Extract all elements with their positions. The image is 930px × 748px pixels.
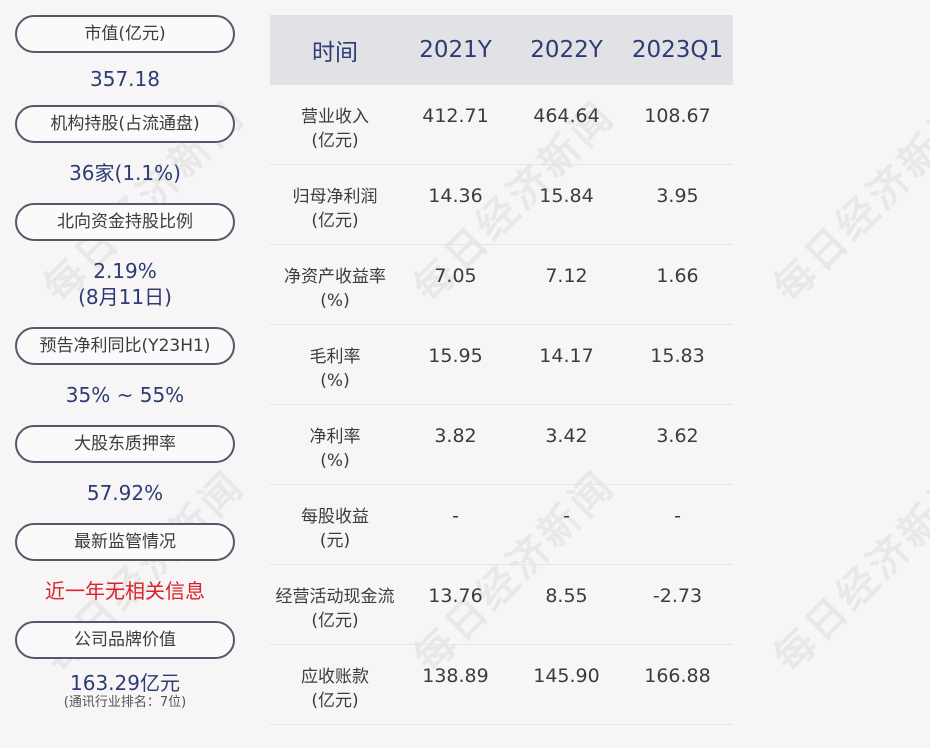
cell-value: 3.95: [656, 185, 699, 207]
header-2022y: 2022Y: [530, 37, 603, 63]
row-label: 营业收入 (亿元): [301, 107, 369, 151]
cell-value: 3.62: [656, 425, 699, 447]
institutional-holding-label: 机构持股(占流通盘): [15, 105, 235, 143]
institutional-holding-value: 36家(1.1%): [69, 161, 181, 185]
row-label: 经营活动现金流 (亿元): [275, 587, 395, 631]
row-label: 应收账款 (亿元): [301, 667, 369, 711]
table-row: 每股收益 (元) - - -: [270, 485, 733, 565]
table-row: 毛利率 (%) 15.95 14.17 15.83: [270, 325, 733, 405]
market-cap-value: 357.18: [90, 67, 160, 91]
cell-value: 15.83: [650, 345, 705, 367]
table-row: 净利率 (%) 3.82 3.42 3.62: [270, 405, 733, 485]
cell-value: 7.05: [434, 265, 477, 287]
cell-value: 13.76: [428, 585, 483, 607]
cell-value: 138.89: [422, 665, 489, 687]
cell-value: 1.66: [656, 265, 699, 287]
header-period: 时间: [312, 40, 358, 66]
row-label: 净资产收益率 (%): [284, 267, 386, 311]
financial-table: 时间 2021Y 2022Y 2023Q1 营业收入 (亿元) 412.71 46…: [270, 15, 733, 725]
row-label: 每股收益 (元): [301, 507, 369, 551]
cell-value: 8.55: [545, 585, 588, 607]
northbound-holding-label: 北向资金持股比例: [15, 203, 235, 241]
pledge-ratio-value: 57.92%: [86, 481, 164, 505]
cell-value: 145.90: [533, 665, 600, 687]
header-2021y: 2021Y: [419, 37, 492, 63]
northbound-holding-date: (8月11日): [78, 285, 172, 309]
row-label: 净利率 (%): [309, 427, 361, 471]
cell-value: 464.64: [533, 105, 600, 127]
cell-value: 15.95: [428, 345, 483, 367]
table-row: 经营活动现金流 (亿元) 13.76 8.55 -2.73: [270, 565, 733, 645]
stock-summary-panel: 市值(亿元) 357.18 机构持股(占流通盘) 36家(1.1%) 北向资金持…: [15, 15, 235, 721]
cell-value: -: [563, 505, 570, 527]
regulatory-status-value: 近一年无相关信息: [45, 579, 205, 603]
table-row: 营业收入 (亿元) 412.71 464.64 108.67: [270, 85, 733, 165]
cell-value: -2.73: [652, 585, 703, 607]
row-label: 归母净利润 (亿元): [292, 187, 378, 231]
table-header: 时间 2021Y 2022Y 2023Q1: [270, 15, 733, 85]
cell-value: 412.71: [422, 105, 489, 127]
cell-value: 108.67: [644, 105, 711, 127]
header-2023q1: 2023Q1: [631, 37, 724, 63]
profit-forecast-label: 预告净利同比(Y23H1): [15, 327, 235, 365]
cell-value: 15.84: [539, 185, 594, 207]
table-row: 净资产收益率 (%) 7.05 7.12 1.66: [270, 245, 733, 325]
cell-value: 166.88: [644, 665, 711, 687]
brand-value-note: (通讯行业排名：7位): [63, 695, 187, 710]
pledge-ratio-label: 大股东质押率: [15, 425, 235, 463]
cell-value: 3.42: [545, 425, 588, 447]
northbound-holding-value: 2.19%: [93, 259, 157, 283]
profit-forecast-value: 35% ~ 55%: [65, 383, 185, 407]
row-label: 毛利率 (%): [309, 347, 361, 391]
table-row: 应收账款 (亿元) 138.89 145.90 166.88: [270, 645, 733, 725]
cell-value: 7.12: [545, 265, 588, 287]
cell-value: 14.17: [539, 345, 594, 367]
cell-value: -: [674, 505, 681, 527]
watermark-text: 每日经济新闻: [765, 462, 930, 682]
cell-value: 14.36: [428, 185, 483, 207]
watermark-text: 每日经济新闻: [765, 92, 930, 312]
brand-value-label: 公司品牌价值: [15, 621, 235, 659]
brand-value-value: 163.29亿元: [70, 671, 180, 695]
regulatory-status-label: 最新监管情况: [15, 523, 235, 561]
cell-value: 3.82: [434, 425, 477, 447]
market-cap-label: 市值(亿元): [15, 15, 235, 53]
cell-value: -: [452, 505, 459, 527]
table-row: 归母净利润 (亿元) 14.36 15.84 3.95: [270, 165, 733, 245]
